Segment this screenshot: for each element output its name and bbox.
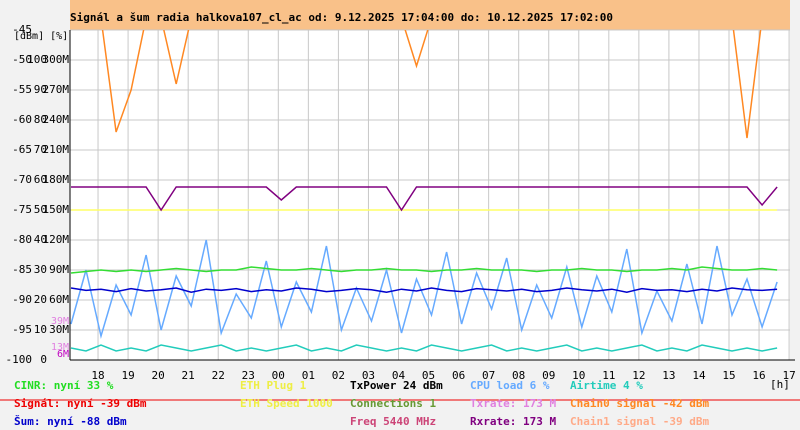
legend-entry: CINR: nyní 33 % — [14, 379, 114, 392]
y3-tick-label: 180M — [43, 173, 70, 186]
y-tick-label: -85 — [12, 263, 32, 276]
y-tick-label: -80 — [12, 233, 32, 246]
x-tick-label: 03 — [362, 369, 375, 382]
x-tick-label: 21 — [182, 369, 195, 382]
x-tick-label: 13 — [662, 369, 675, 382]
y3-tick-label: 90M — [49, 263, 69, 276]
y2-tick-label: 60 — [34, 173, 47, 186]
y2-tick-label: 50 — [34, 203, 47, 216]
x-tick-label: 08 — [512, 369, 525, 382]
y3-tick-label: 210M — [43, 143, 70, 156]
x-tick-label: 18 — [91, 369, 104, 382]
x-tick-label: 20 — [152, 369, 165, 382]
y-tick-label: -70 — [12, 173, 32, 186]
x-tick-label: 11 — [602, 369, 615, 382]
y2-tick-label: 0 — [40, 353, 47, 366]
series-line — [70, 344, 778, 352]
y2-tick-label: 80 — [34, 113, 47, 126]
y-tick-label: -60 — [12, 113, 32, 126]
y3-tick-label: 150M — [43, 203, 70, 216]
y2-tick-label: 30 — [34, 263, 47, 276]
series-line — [70, 266, 778, 274]
y-tick-label: -55 — [12, 83, 32, 96]
x-tick-label: 10 — [572, 369, 585, 382]
x-tick-label: 15 — [722, 369, 735, 382]
plot — [70, 30, 778, 352]
x-tick-label: 14 — [692, 369, 706, 382]
x-tick-label: 07 — [482, 369, 495, 382]
y-tick-label: -45 — [12, 23, 32, 36]
legend-entry: ETH Plug 1 — [240, 379, 307, 392]
x-tick-label: 16 — [752, 369, 765, 382]
y2-tick-label: 70 — [34, 143, 47, 156]
x-tick-label: 22 — [212, 369, 225, 382]
series-line — [71, 186, 778, 212]
y2-tick-label: 40 — [34, 233, 47, 246]
y3-tick-label: 120M — [43, 233, 70, 246]
series-line — [101, 30, 762, 139]
series-line — [70, 287, 778, 293]
y2-tick-label: 10 — [34, 323, 47, 336]
chart-title: Signál a šum radia halkova107_cl_ac od: … — [70, 11, 613, 24]
legend-entry: Signál: nyní -39 dBm — [14, 397, 147, 410]
y-tick-label: -75 — [12, 203, 32, 216]
y2-tick-label: 90 — [34, 83, 47, 96]
legend-entry: TxPower 24 dBm — [350, 379, 443, 392]
x-unit-label: [h] — [770, 378, 790, 391]
x-tick-label: 19 — [121, 369, 134, 382]
legend-entry: Chain1 signal -39 dBm — [570, 415, 709, 428]
y3-tick-label: 240M — [43, 113, 70, 126]
current-value-label: 6M — [57, 349, 69, 360]
y3-tick-label: 60M — [49, 293, 69, 306]
current-value-label: 39M — [51, 316, 69, 327]
legend-entry: ETH Speed 1000 — [240, 397, 333, 410]
x-tick-label: 23 — [242, 369, 255, 382]
x-tick-label: 06 — [452, 369, 465, 382]
legend-entry: Šum: nyní -88 dBm — [14, 415, 127, 428]
x-tick-label: 04 — [392, 369, 406, 382]
x-tick-label: 01 — [302, 369, 315, 382]
y3-tick-label: 300M — [43, 53, 70, 66]
legend-entry: Airtime 4 % — [570, 379, 643, 392]
labels: -45-50-55-60-65-70-75-80-85-90-95-100100… — [6, 23, 796, 428]
x-tick-label: 09 — [542, 369, 555, 382]
x-tick-label: 00 — [272, 369, 285, 382]
x-tick-label: 05 — [422, 369, 435, 382]
x-tick-label: 02 — [332, 369, 345, 382]
y2-tick-label: 20 — [34, 293, 47, 306]
legend-entry: Chain0 signal -42 dBm — [570, 397, 709, 410]
x-tick-label: 12 — [632, 369, 645, 382]
x-tick-label: 17 — [782, 369, 795, 382]
legend-entry: Txrate: 173 M — [470, 397, 556, 410]
y-unit-label: [dBm] [%] — [14, 31, 68, 42]
legend-entry: Rxrate: 173 M — [470, 415, 556, 428]
y-tick-label: -65 — [12, 143, 32, 156]
series-line — [70, 239, 778, 339]
y-tick-label: -90 — [12, 293, 32, 306]
y-tick-label: -50 — [12, 53, 32, 66]
y-tick-label: -100 — [6, 353, 33, 366]
y3-tick-label: 270M — [43, 83, 70, 96]
y3-tick-label: 30M — [49, 323, 69, 336]
legend-entry: Connections 1 — [350, 397, 436, 410]
current-value-label: 13M — [51, 342, 69, 353]
header-band — [70, 0, 790, 30]
y-tick-label: -95 — [12, 323, 32, 336]
legend-entry: Freq 5440 MHz — [350, 415, 436, 428]
legend-entry: CPU load 6 % — [470, 379, 550, 392]
y2-tick-label: 100 — [27, 53, 47, 66]
